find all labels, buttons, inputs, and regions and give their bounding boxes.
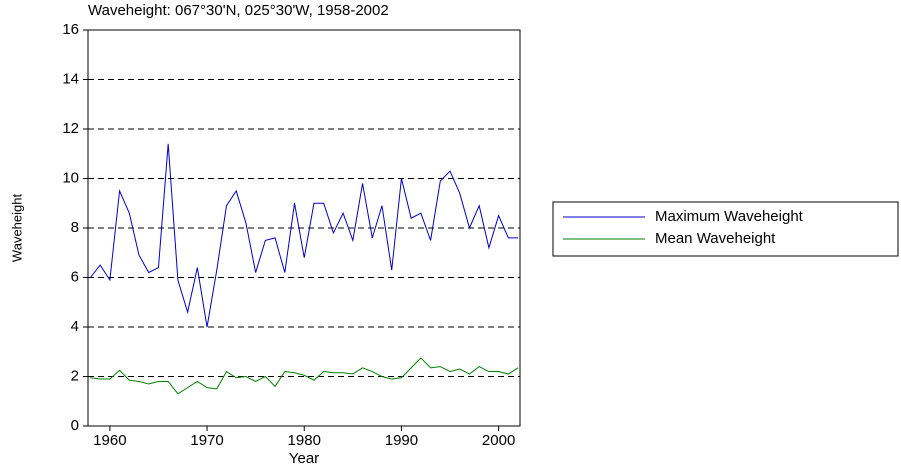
legend-box bbox=[552, 201, 899, 257]
y-tick-label: 16 bbox=[62, 21, 79, 38]
y-tick-label: 6 bbox=[71, 268, 79, 285]
data-line bbox=[90, 357, 519, 395]
y-axis-label: Waveheight bbox=[9, 194, 24, 263]
y-tick-label: 2 bbox=[71, 367, 79, 384]
x-tick-label: 1990 bbox=[385, 432, 418, 449]
y-tick-label: 8 bbox=[71, 219, 79, 236]
x-tick-label: 1960 bbox=[93, 432, 126, 449]
legend-label: Mean Waveheight bbox=[655, 230, 776, 247]
y-tick-label: 12 bbox=[62, 120, 79, 137]
plot-frame bbox=[87, 29, 521, 427]
x-axis-label: Year bbox=[289, 450, 319, 467]
y-tick-label: 0 bbox=[71, 417, 79, 434]
chart-title: Waveheight: 067°30'N, 025°30'W, 1958-200… bbox=[88, 2, 389, 19]
x-tick-label: 1980 bbox=[288, 432, 321, 449]
y-tick-label: 4 bbox=[71, 318, 79, 335]
y-tick-label: 14 bbox=[62, 70, 79, 87]
legend-label: Maximum Waveheight bbox=[655, 208, 804, 225]
x-tick-label: 1970 bbox=[190, 432, 223, 449]
y-tick-label: 10 bbox=[62, 169, 79, 186]
data-line bbox=[90, 143, 519, 328]
x-tick-label: 2000 bbox=[482, 432, 515, 449]
